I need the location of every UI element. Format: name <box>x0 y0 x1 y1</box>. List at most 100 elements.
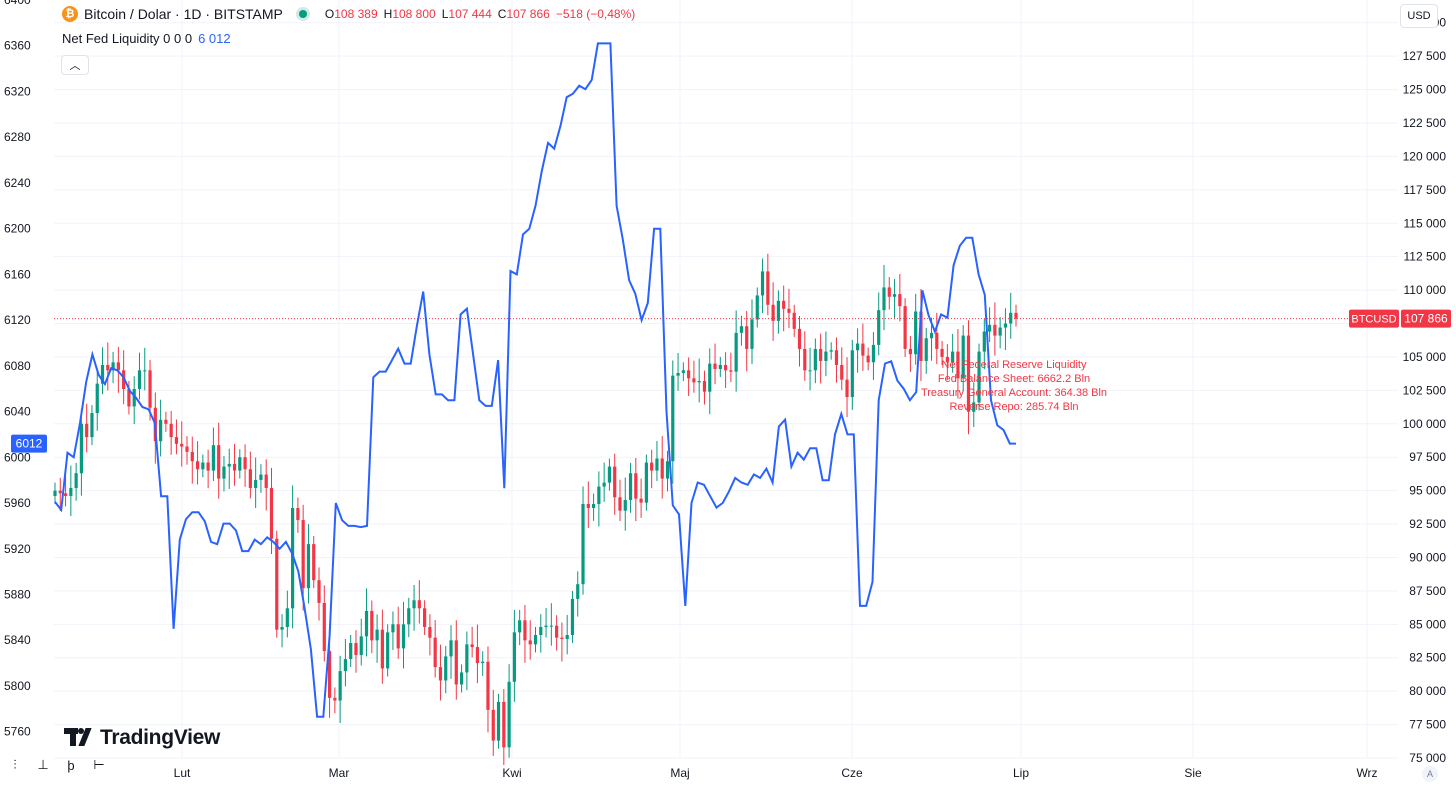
candle-body <box>238 457 242 471</box>
candle-body <box>555 625 559 638</box>
indicator-legend[interactable]: Net Fed Liquidity 0 0 0 6 012 <box>62 31 231 46</box>
ohlc-high: H108 800 <box>383 7 436 21</box>
candle-body <box>502 701 506 748</box>
candle-body <box>644 462 648 503</box>
right-tick-label: 117 500 <box>1404 183 1447 197</box>
candle-body <box>195 461 200 470</box>
candle-body <box>581 503 585 585</box>
candle-body <box>723 364 728 371</box>
right-tick-label: 97 500 <box>1409 450 1446 464</box>
right-tick-label: 75 000 <box>1409 751 1446 765</box>
candle-body <box>961 335 965 379</box>
candle-body <box>1014 312 1018 319</box>
last-price-tag <box>1401 309 1451 328</box>
candle-body <box>850 350 854 398</box>
candle-body <box>164 419 168 424</box>
fib-icon[interactable]: ϸ <box>67 757 75 773</box>
candle-body <box>201 462 205 470</box>
candle-body <box>734 332 738 372</box>
candle-body <box>908 348 912 355</box>
candle-body <box>792 312 796 329</box>
candle-body <box>914 311 918 355</box>
chevron-up-icon: ︿ <box>69 60 81 72</box>
tradingview-logo[interactable]: TradingView <box>64 726 220 750</box>
candle-body <box>750 319 754 349</box>
symbol-title[interactable]: Bitcoin / Dolar · 1D · BITSTAMP <box>84 6 283 22</box>
net-fed-liquidity-line <box>54 42 1016 718</box>
candle-body <box>993 324 997 336</box>
left-axis[interactable]: 6400 6360 6320 6280 6240 6200 6160 6120 6080 6040… <box>4 0 31 739</box>
left-tick-label: 6120 <box>4 313 31 327</box>
currency-button[interactable]: USD <box>1400 4 1438 28</box>
time-tick-label: Mar <box>329 766 350 780</box>
btc-candles <box>53 253 1018 765</box>
candle-body <box>808 370 812 372</box>
candle-body <box>417 600 421 609</box>
candle-body <box>58 490 62 494</box>
candle-body <box>871 344 876 363</box>
collapse-legend-button[interactable]: ︿ <box>61 55 89 75</box>
candle-body <box>655 458 659 471</box>
symbol-legend[interactable]: ₿ Bitcoin / Dolar · 1D · BITSTAMP O108 3… <box>62 6 635 22</box>
grid-lines <box>54 0 1398 759</box>
right-tick-label: 105 000 <box>1403 350 1447 364</box>
bitcoin-logo-icon: ₿ <box>62 6 78 22</box>
last-price-value: 107 866 <box>1404 312 1448 326</box>
anchor-icon[interactable]: ⊥ <box>37 757 49 772</box>
left-tick-label: 6000 <box>4 450 31 464</box>
candle-body <box>528 640 532 645</box>
time-tick-label: Cze <box>841 766 863 780</box>
candle-body <box>877 310 881 345</box>
annotation-line: Reverse Repo: 285.74 Bln <box>949 401 1078 413</box>
candle-body <box>544 625 548 627</box>
candle-body <box>829 350 833 352</box>
annotation-line: Fed Balance Sheet: 6662.2 Bln <box>938 373 1090 385</box>
left-tick-label: 5960 <box>4 496 31 510</box>
left-tick-label: 5840 <box>4 633 31 647</box>
candle-body <box>465 644 469 673</box>
candle-body <box>739 326 744 333</box>
candle-body <box>702 381 707 392</box>
candle-body <box>259 474 263 480</box>
candle-body <box>169 423 173 438</box>
candle-body <box>106 364 110 371</box>
left-tick-label: 6320 <box>4 84 31 98</box>
right-tick-label: 90 000 <box>1409 550 1446 564</box>
candle-body <box>597 486 601 504</box>
candle-body <box>232 463 237 471</box>
candle-body <box>301 520 305 589</box>
indicators-icon[interactable]: ⫶ <box>13 757 17 772</box>
time-tick-label: Lip <box>1013 766 1029 780</box>
right-tick-label: 85 000 <box>1409 617 1446 631</box>
candle-body <box>370 610 374 641</box>
candle-body <box>570 598 575 636</box>
candle-body <box>660 458 664 479</box>
auto-scale-button[interactable]: A <box>1422 766 1438 782</box>
candle-body <box>940 348 944 357</box>
candle-body <box>977 351 981 403</box>
left-tick-label: 6400 <box>4 0 31 7</box>
annotation-line: Treasury General Account: 364.38 Bln <box>921 387 1107 399</box>
candle-body <box>227 463 231 467</box>
ohlc-low: L107 444 <box>441 7 492 21</box>
candle-body <box>840 364 844 380</box>
candle-body <box>264 474 268 488</box>
candle-body <box>618 497 622 511</box>
time-axis[interactable]: Lut Mar Kwi Maj Cze Lip Sie Wrz <box>174 766 1378 780</box>
measure-icon[interactable]: ⊢ <box>93 757 105 772</box>
left-tick-label: 6280 <box>4 130 31 144</box>
candle-body <box>364 610 369 637</box>
candle-body <box>861 343 865 356</box>
candle-body <box>929 332 934 339</box>
candle-body <box>676 372 680 376</box>
time-tick-label: Kwi <box>502 766 521 780</box>
candle-body <box>549 625 553 627</box>
candle-body <box>882 287 886 311</box>
candle-body <box>813 348 817 371</box>
candle-body <box>560 637 564 640</box>
candle-body <box>243 457 247 470</box>
candle-body <box>391 624 395 633</box>
indicator-title[interactable]: Net Fed Liquidity 0 0 0 <box>62 31 193 46</box>
